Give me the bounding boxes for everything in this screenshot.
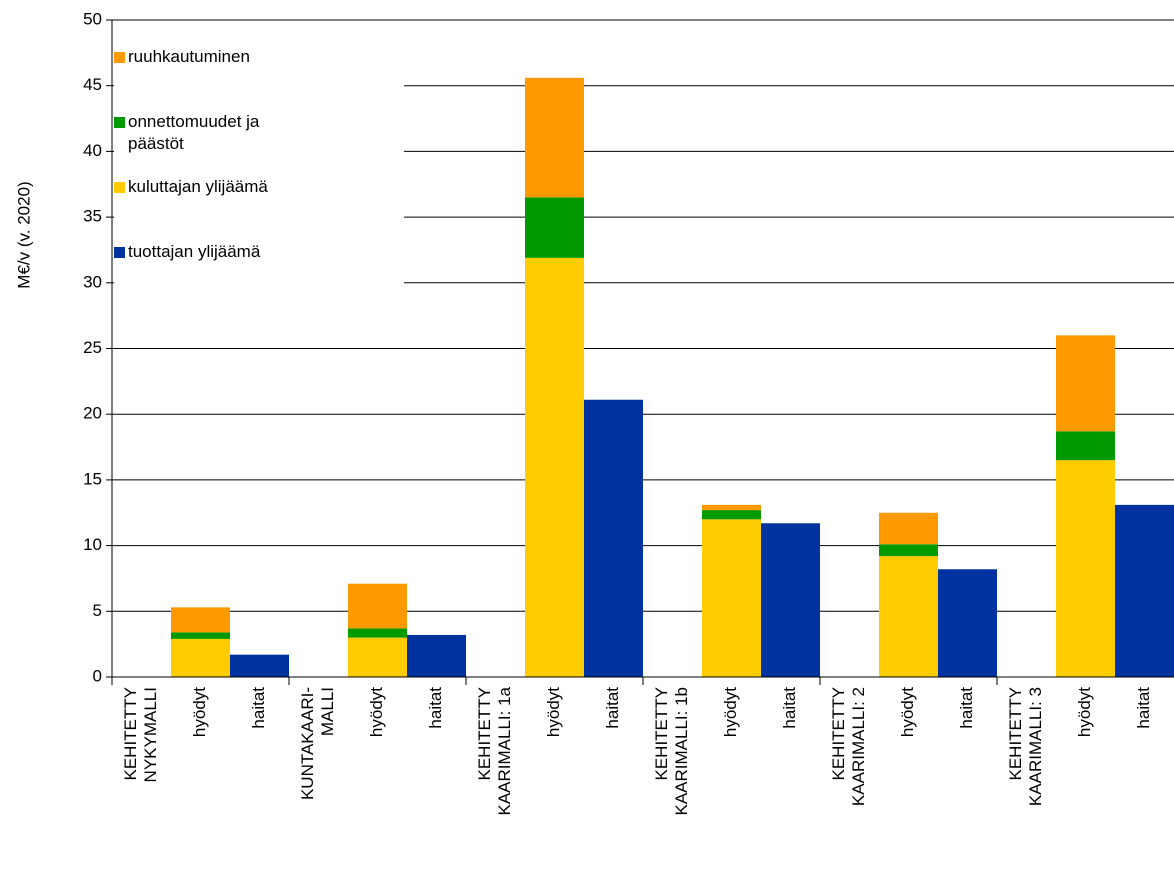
x-tick-label: MALLI — [318, 687, 337, 736]
bar-segment — [348, 628, 407, 638]
bar-segment — [171, 607, 230, 633]
legend-entry: onnettomuudet ja päästöt — [114, 111, 404, 176]
x-tick-label: KAARIMALLI: 1a — [495, 686, 514, 815]
y-tick-label: 15 — [83, 469, 102, 488]
bar-segment — [879, 556, 938, 677]
y-axis-label: M€/v (v. 2020) — [14, 181, 33, 288]
y-tick-label: 25 — [83, 338, 102, 357]
x-tick-label: hyödyt — [544, 687, 563, 737]
bar-segment — [230, 654, 289, 677]
legend-label: ruuhkautuminen — [128, 47, 250, 66]
bar-segment — [1056, 460, 1115, 677]
x-tick-label: NYKYMALLI — [141, 687, 160, 782]
legend-swatch — [114, 52, 125, 63]
x-tick-label: hyödyt — [367, 687, 386, 737]
bar-segment — [171, 638, 230, 677]
bar-segment — [1056, 431, 1115, 461]
x-tick-label: KEHITETTY — [829, 687, 848, 781]
x-tick-label: hyödyt — [190, 687, 209, 737]
bar-segment — [702, 504, 761, 511]
legend-swatch — [114, 182, 125, 193]
bar-segment — [171, 632, 230, 639]
x-tick-label: KEHITETTY — [475, 687, 494, 781]
y-tick-label: 0 — [93, 666, 102, 685]
y-tick-label: 20 — [83, 404, 102, 423]
x-tick-label: haitat — [957, 687, 976, 729]
x-tick-label: hyödyt — [1075, 687, 1094, 737]
x-tick-label: haitat — [249, 687, 268, 729]
bar-segment — [761, 523, 820, 677]
y-tick-label: 45 — [83, 75, 102, 94]
legend-entry: ruuhkautuminen — [114, 46, 404, 111]
legend-label: kuluttajan ylijäämä — [128, 177, 268, 196]
bar-segment — [702, 510, 761, 520]
bar-segment — [348, 637, 407, 677]
bar-segment — [879, 544, 938, 557]
x-tick-label: haitat — [780, 687, 799, 729]
bar-segment — [525, 197, 584, 258]
bar-segment — [1056, 335, 1115, 432]
legend: tuottajan ylijäämä kuluttajan ylijäämä onn… — [114, 22, 404, 306]
y-tick-label: 50 — [83, 9, 102, 28]
bar-segment — [584, 399, 643, 677]
x-tick-label: KEHITETTY — [652, 687, 671, 781]
legend-label: onnettomuudet ja päästöt — [128, 112, 260, 153]
x-tick-label: haitat — [603, 687, 622, 729]
bar-segment — [525, 257, 584, 677]
y-tick-label: 35 — [83, 207, 102, 226]
y-tick-label: 40 — [83, 141, 102, 160]
bar-segment — [879, 512, 938, 545]
bar-segment — [348, 583, 407, 629]
x-tick-label: KEHITETTY — [121, 687, 140, 781]
bar-segment — [938, 569, 997, 677]
legend-swatch — [114, 117, 125, 128]
x-tick-label: hyödyt — [898, 687, 917, 737]
bar-segment — [702, 519, 761, 677]
x-tick-label: KUNTAKAARI- — [298, 687, 317, 800]
y-tick-label: 5 — [93, 601, 102, 620]
x-tick-label: haitat — [1134, 687, 1153, 729]
y-tick-label: 10 — [83, 535, 102, 554]
legend-swatch — [114, 247, 125, 258]
bar-segment — [525, 77, 584, 198]
x-tick-label: KAARIMALLI: 3 — [1026, 687, 1045, 806]
x-tick-label: hyödyt — [721, 687, 740, 737]
x-tick-label: KAARIMALLI: 2 — [849, 687, 868, 806]
legend-entry: tuottajan ylijäämä — [114, 241, 404, 306]
x-tick-label: KEHITETTY — [1006, 687, 1025, 781]
bar-segment — [407, 634, 466, 677]
x-tick-label: haitat — [426, 687, 445, 729]
bar-segment — [1115, 504, 1174, 677]
y-tick-label: 30 — [83, 272, 102, 291]
legend-label: tuottajan ylijäämä — [128, 242, 261, 261]
legend-entry: kuluttajan ylijäämä — [114, 176, 404, 241]
x-tick-label: KAARIMALLI: 1b — [672, 687, 691, 816]
